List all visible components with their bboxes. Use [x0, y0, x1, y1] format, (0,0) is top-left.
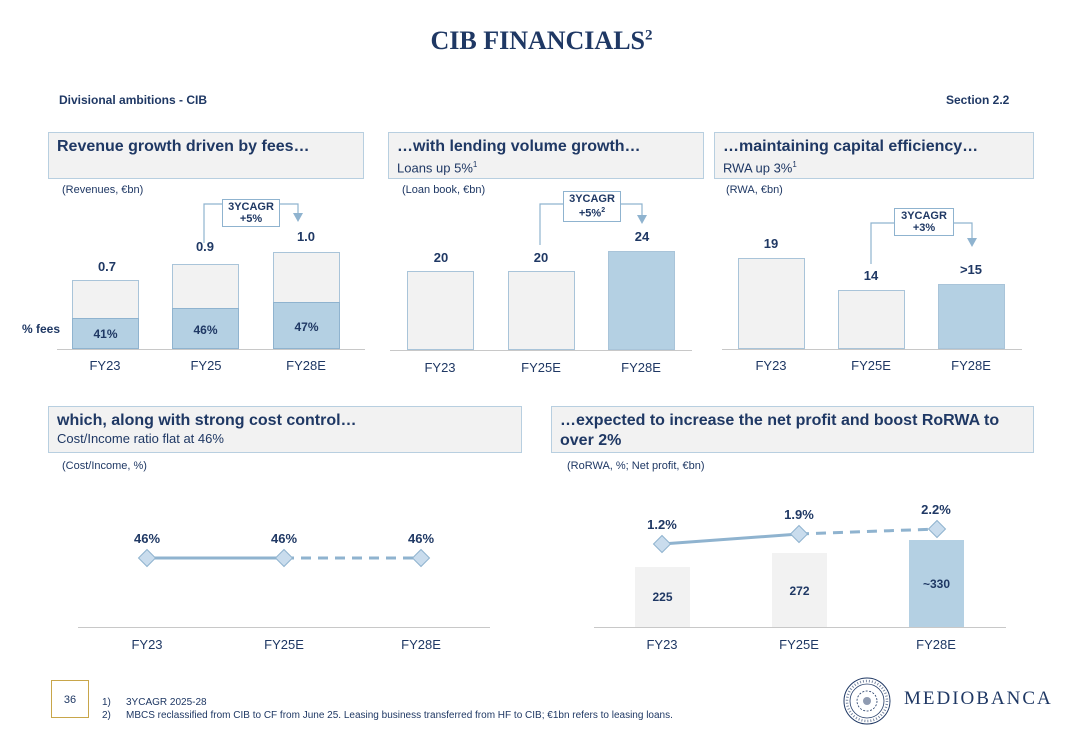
panel5-rorwa-line: [652, 519, 947, 554]
panel5-profit-value: 272: [789, 584, 810, 598]
panel3-value: 14: [863, 268, 879, 283]
panel4-axis: [78, 627, 490, 628]
section-label: Section 2.2: [946, 93, 1010, 107]
panel4-heading-box: which, along with strong cost control… C…: [48, 406, 522, 453]
panel1-x-label: FY25: [190, 358, 222, 373]
panel3-heading-box: …maintaining capital efficiency… RWA up …: [714, 132, 1034, 179]
panel3-x-label: FY25E: [851, 358, 891, 373]
divisional-ambitions-label: Divisional ambitions - CIB: [59, 93, 208, 107]
panel4-point: [274, 548, 294, 568]
fees-label: % fees: [22, 322, 61, 336]
panel2-heading-box: …with lending volume growth… Loans up 5%…: [388, 132, 704, 179]
panel5-point: [927, 519, 947, 539]
panel2-value: 20: [433, 250, 449, 265]
panel2-bar: [508, 271, 575, 350]
panel3-bar: [738, 258, 805, 349]
panel1-value: 0.7: [97, 259, 117, 274]
panel2-x-label: FY25E: [521, 360, 561, 375]
panel1-value: 1.0: [296, 229, 316, 244]
panel5-profit-bar: [909, 540, 964, 627]
panel5-profit-value: ~330: [922, 577, 951, 591]
panel1-x-label: FY23: [89, 358, 121, 373]
panel1-bar: [273, 252, 340, 349]
panel5-line-dashed: [798, 527, 938, 536]
panel3-x-label: FY28E: [951, 358, 991, 373]
panel2-unit: (Loan book, €bn): [402, 184, 486, 196]
page-title: CIB FINANCIALS2: [430, 26, 653, 55]
panel2-bar: [608, 251, 675, 350]
panel3-unit: (RWA, €bn): [726, 184, 783, 196]
panel1-bar: [72, 280, 139, 349]
footnote-1: 1) 3YCAGR 2025-28: [102, 697, 207, 708]
panel1-heading: Revenue growth driven by fees…: [57, 138, 310, 155]
panel4-x-label: FY28E: [401, 637, 441, 652]
panel5-axis: [594, 627, 1006, 628]
panel3-value: >15: [959, 262, 983, 277]
panel1-cagr-badge: 3YCAGR +5%: [222, 199, 280, 227]
panel3-x-label: FY23: [755, 358, 787, 373]
panel3-bar: [938, 284, 1005, 349]
panel1-heading-box: Revenue growth driven by fees…: [48, 132, 364, 179]
panel2-bar: [407, 271, 474, 350]
panel4-heading: which, along with strong cost control…: [57, 412, 357, 429]
panel2-cagr-badge: 3YCAGR +5%2: [563, 191, 621, 222]
panel4-point: [411, 548, 431, 568]
mediobanca-seal-icon: [843, 677, 891, 725]
panel1-fee-share: 46%: [193, 323, 218, 337]
panel5-profit-bar: [772, 553, 827, 627]
panel1-value: 0.9: [195, 239, 215, 254]
panel4-point: [137, 548, 157, 568]
panel5-line-solid: [661, 532, 800, 546]
panel5-rorwa-value: 2.2%: [921, 502, 951, 517]
panel5-rorwa-value: 1.2%: [647, 517, 677, 532]
panel4-line-chart: [137, 548, 431, 568]
panel5-heading: …expected to increase the net profit and…: [560, 412, 1000, 449]
panel1-fee-share: 47%: [294, 320, 319, 334]
panel4-x-label: FY23: [131, 637, 163, 652]
panel5-x-label: FY23: [646, 637, 678, 652]
panel3-cagr-arrow: [870, 222, 977, 264]
panel1-x-label: FY28E: [286, 358, 326, 373]
panel5-profit-bar: [635, 567, 690, 627]
panel1-unit: (Revenues, €bn): [62, 184, 144, 196]
panel5-point: [652, 534, 672, 554]
panel4-x-label: FY25E: [264, 637, 304, 652]
panel5-heading-box: …expected to increase the net profit and…: [551, 406, 1034, 453]
panel2-subheading: Loans up 5%1: [397, 160, 478, 176]
panel1-fee-share: 41%: [93, 327, 118, 341]
panel5-profit-value: 225: [652, 590, 673, 604]
panel4-value: 46%: [407, 531, 435, 546]
panel1-cagr-arrow: [203, 203, 303, 243]
panel5-x-label: FY28E: [916, 637, 956, 652]
panel2-x-label: FY23: [424, 360, 456, 375]
panel3-axis: [722, 349, 1022, 350]
panel5-rorwa-value: 1.9%: [784, 507, 814, 522]
panel5-x-label: FY25E: [779, 637, 819, 652]
panel5-point: [789, 524, 809, 544]
panel3-bar: [838, 290, 905, 349]
panel3-cagr-badge: 3YCAGR +3%: [894, 208, 954, 236]
mediobanca-logo: MEDIOBANCA: [904, 688, 1053, 709]
panel2-heading: …with lending volume growth…: [397, 138, 641, 155]
panel4-unit: (Cost/Income, %): [62, 460, 147, 472]
panel3-subheading: RWA up 3%1: [723, 160, 797, 176]
panel1-bar: [172, 264, 239, 349]
panel3-value: 19: [763, 236, 779, 251]
panel4-subheading: Cost/Income ratio flat at 46%: [57, 431, 224, 446]
panel1-axis: [57, 349, 365, 350]
panel2-cagr-arrow: [539, 203, 647, 245]
panel2-axis: [390, 350, 692, 351]
page-number: 36: [51, 680, 89, 718]
panel2-value: 20: [533, 250, 549, 265]
panel2-x-label: FY28E: [621, 360, 661, 375]
footnote-2: 2) MBCS reclassified from CIB to CF from …: [102, 710, 673, 721]
panel3-heading: …maintaining capital efficiency…: [723, 138, 979, 155]
panel4-value: 46%: [270, 531, 298, 546]
panel2-value: 24: [634, 229, 650, 244]
panel5-unit: (RoRWA, %; Net profit, €bn): [567, 460, 705, 472]
panel4-value: 46%: [133, 531, 161, 546]
